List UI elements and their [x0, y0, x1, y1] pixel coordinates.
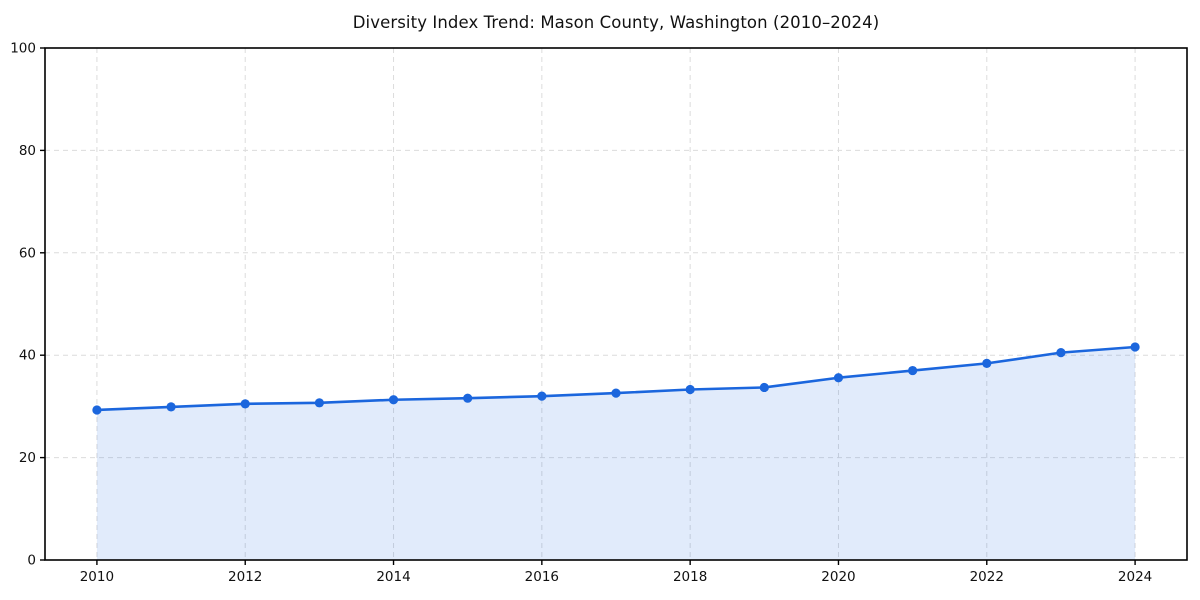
- data-point: [982, 358, 992, 368]
- gridlines: [45, 47, 1187, 561]
- axis-ticks: [40, 47, 1136, 565]
- data-point: [759, 382, 769, 393]
- data-point: [314, 398, 324, 408]
- data-point: [908, 365, 918, 376]
- data-point: [166, 402, 176, 412]
- data-points: [92, 342, 1140, 415]
- x-axis-tick-labels: 2010 2012 2014 2016 2018 2020 2022 2024: [80, 569, 1153, 585]
- x-tick-label: 2020: [821, 569, 855, 585]
- data-point: [388, 395, 399, 405]
- data-point: [685, 384, 695, 395]
- y-tick-label: 60: [19, 245, 36, 261]
- data-point: [833, 373, 844, 383]
- data-point: [1130, 342, 1140, 352]
- y-tick-label: 80: [19, 143, 36, 159]
- data-point: [240, 399, 250, 409]
- x-tick-label: 2010: [80, 569, 114, 585]
- y-axis-tick-labels: 0 20 40 60 80 100: [10, 41, 36, 569]
- data-point: [537, 391, 547, 401]
- plot-border: [44, 47, 1188, 561]
- area-fill: [96, 347, 1136, 560]
- chart-title: Diversity Index Trend: Mason County, Was…: [352, 13, 880, 32]
- y-tick-label: 20: [19, 450, 36, 466]
- x-tick-label: 2022: [970, 569, 1004, 585]
- data-point: [92, 405, 102, 415]
- x-tick-label: 2024: [1118, 569, 1152, 585]
- data-point: [1056, 348, 1066, 358]
- x-tick-label: 2016: [525, 569, 559, 585]
- data-point: [463, 393, 473, 403]
- y-tick-label: 40: [19, 348, 36, 364]
- x-tick-label: 2018: [673, 569, 707, 585]
- y-tick-label: 100: [10, 41, 36, 57]
- data-point: [611, 388, 621, 398]
- y-tick-label: 0: [27, 553, 36, 569]
- x-tick-label: 2014: [376, 569, 410, 585]
- x-tick-label: 2012: [228, 569, 262, 585]
